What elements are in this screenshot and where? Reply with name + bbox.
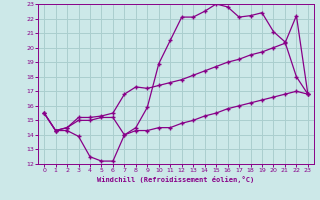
X-axis label: Windchill (Refroidissement éolien,°C): Windchill (Refroidissement éolien,°C) xyxy=(97,176,255,183)
